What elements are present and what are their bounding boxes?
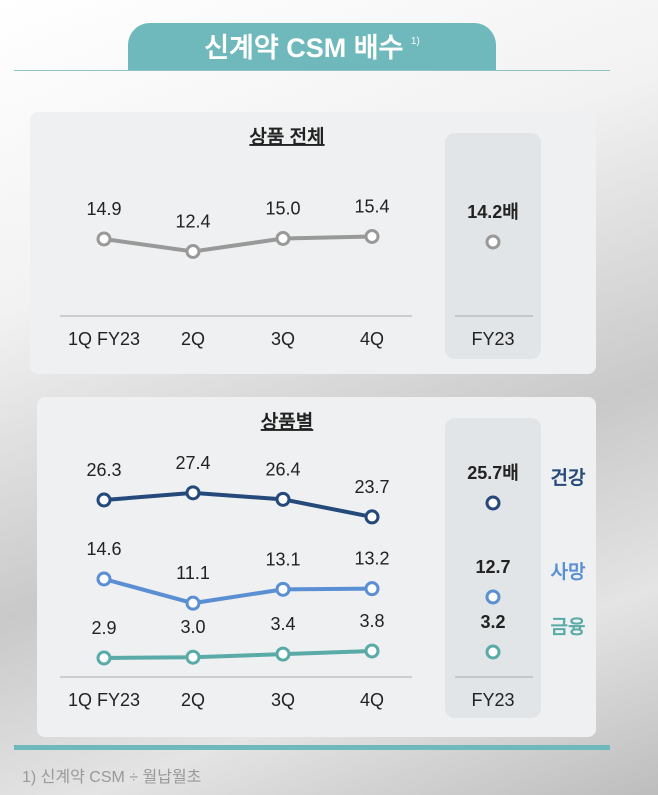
fy-label: 3.2 bbox=[480, 612, 505, 632]
data-label: 3.8 bbox=[359, 611, 384, 631]
fy-label: 14.2배 bbox=[467, 202, 519, 222]
title-footnote-mark: 1) bbox=[410, 36, 420, 47]
data-point bbox=[275, 646, 291, 662]
data-point bbox=[96, 231, 112, 247]
data-point bbox=[364, 229, 380, 244]
legend-1: 사망 bbox=[551, 561, 586, 583]
x-tick-label: 3Q bbox=[271, 329, 295, 349]
fy-label: 25.7배 bbox=[467, 463, 519, 483]
fy-point bbox=[485, 644, 501, 660]
x-tick-label: 2Q bbox=[181, 329, 205, 349]
fy-point bbox=[485, 589, 501, 605]
data-label: 14.6 bbox=[86, 539, 121, 559]
data-point bbox=[96, 492, 112, 508]
data-label: 26.4 bbox=[265, 459, 300, 479]
data-label: 26.3 bbox=[86, 460, 121, 480]
series-line bbox=[103, 234, 373, 254]
data-label: 12.4 bbox=[175, 212, 210, 232]
x-tick-label: 4Q bbox=[360, 329, 384, 349]
data-label: 3.4 bbox=[270, 614, 295, 634]
data-label: 3.0 bbox=[180, 617, 205, 637]
chart-title: 상품 전체 bbox=[249, 126, 324, 148]
x-tick-label: 4Q bbox=[360, 690, 384, 710]
data-label: 15.4 bbox=[354, 197, 389, 217]
data-point bbox=[364, 581, 380, 597]
data-point bbox=[185, 595, 201, 611]
data-point bbox=[275, 491, 291, 507]
legend-2: 금융 bbox=[551, 616, 586, 638]
legend-0: 건강 bbox=[551, 467, 586, 489]
data-label: 11.1 bbox=[176, 563, 210, 583]
data-point bbox=[96, 571, 112, 587]
data-label: 13.1 bbox=[265, 549, 300, 569]
fy-tick-label: FY23 bbox=[471, 690, 514, 710]
fy-point bbox=[485, 495, 501, 511]
data-label: 2.9 bbox=[91, 618, 116, 638]
series-line bbox=[103, 648, 373, 660]
data-label: 27.4 bbox=[175, 453, 210, 473]
series-line bbox=[103, 490, 373, 519]
data-label: 13.2 bbox=[354, 549, 389, 569]
data-point bbox=[275, 231, 291, 246]
section-title: 신계약 CSM 배수 1) bbox=[128, 23, 496, 71]
series-line bbox=[103, 577, 373, 606]
data-point bbox=[96, 650, 112, 666]
product-fy-box bbox=[445, 418, 541, 718]
data-label: 14.9 bbox=[86, 199, 121, 219]
data-point bbox=[185, 485, 201, 501]
x-tick-label: 1Q FY23 bbox=[68, 690, 140, 710]
data-label: 15.0 bbox=[265, 199, 300, 219]
title-text: 신계약 CSM 배수 bbox=[204, 33, 404, 63]
footer-bar bbox=[14, 745, 610, 750]
data-point bbox=[275, 581, 291, 597]
fy-label: 12.7 bbox=[475, 557, 510, 577]
chart-title: 상품별 bbox=[261, 411, 313, 433]
data-point bbox=[364, 509, 380, 525]
divider bbox=[14, 70, 610, 71]
footnote: 1) 신계약 CSM ÷ 월납월초 bbox=[22, 769, 202, 786]
fy-tick-label: FY23 bbox=[471, 329, 514, 349]
x-tick-label: 2Q bbox=[181, 690, 205, 710]
fy-point bbox=[485, 234, 501, 250]
data-point bbox=[185, 244, 201, 259]
data-point bbox=[364, 643, 380, 659]
x-tick-label: 1Q FY23 bbox=[68, 329, 140, 349]
data-label: 23.7 bbox=[354, 477, 389, 497]
x-tick-label: 3Q bbox=[271, 690, 295, 710]
data-point bbox=[185, 649, 201, 665]
